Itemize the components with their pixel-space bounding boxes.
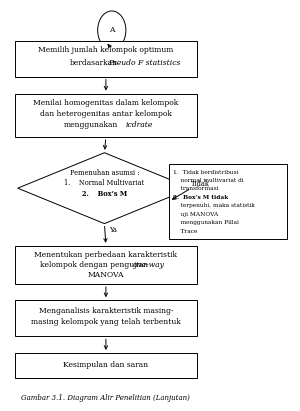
Text: Gambar 3.1. Diagram Alir Penelitian (Lanjutan): Gambar 3.1. Diagram Alir Penelitian (Lan…	[22, 394, 190, 402]
Text: Menentukan perbedaan karakteristik: Menentukan perbedaan karakteristik	[34, 251, 177, 259]
Text: Memilih jumlah kelompok optimum: Memilih jumlah kelompok optimum	[38, 46, 174, 54]
Text: 2.  Box’s M tidak: 2. Box’s M tidak	[172, 195, 228, 200]
Text: Ya: Ya	[109, 226, 117, 234]
Text: Pemenuhan asumsi :: Pemenuhan asumsi :	[70, 169, 139, 177]
Text: Kesimpulan dan saran: Kesimpulan dan saran	[63, 361, 148, 369]
Text: one-way: one-way	[133, 261, 164, 268]
Text: 1.    Normal Multivariat: 1. Normal Multivariat	[64, 178, 145, 187]
Text: masing kelompok yang telah terbentuk: masing kelompok yang telah terbentuk	[31, 318, 181, 326]
Text: dan heterogenitas antar kelompok: dan heterogenitas antar kelompok	[40, 110, 172, 118]
FancyBboxPatch shape	[15, 300, 197, 336]
Text: icdrate: icdrate	[126, 120, 153, 129]
FancyBboxPatch shape	[15, 353, 197, 378]
Text: transformasi: transformasi	[172, 187, 218, 192]
Text: A: A	[109, 26, 115, 34]
Text: Pseudo F statistics: Pseudo F statistics	[108, 59, 180, 67]
Text: Trace: Trace	[172, 229, 197, 234]
Text: normal multivariat di: normal multivariat di	[172, 178, 243, 183]
Text: kelompok dengan pengujian: kelompok dengan pengujian	[40, 261, 148, 268]
Text: 1.  Tidak berdistribusi: 1. Tidak berdistribusi	[172, 170, 238, 175]
Text: menggunakan Pillai: menggunakan Pillai	[172, 220, 239, 225]
FancyBboxPatch shape	[15, 246, 197, 284]
FancyBboxPatch shape	[15, 41, 197, 76]
Text: menggunakan: menggunakan	[64, 120, 118, 129]
Text: uji MANOVA: uji MANOVA	[172, 212, 218, 217]
FancyBboxPatch shape	[169, 164, 287, 238]
Polygon shape	[18, 153, 191, 224]
Text: Menilai homogenitas dalam kelompok: Menilai homogenitas dalam kelompok	[33, 99, 178, 107]
Text: Menganalisis karakteristik masing-: Menganalisis karakteristik masing-	[39, 307, 173, 315]
Text: 2.    Box’s M: 2. Box’s M	[82, 190, 127, 198]
Text: berdasarkan: berdasarkan	[70, 59, 118, 67]
Text: Tidak: Tidak	[191, 180, 210, 188]
Text: MANOVA: MANOVA	[88, 271, 124, 279]
FancyBboxPatch shape	[15, 94, 197, 137]
Text: terpenuhi, maka statistik: terpenuhi, maka statistik	[172, 203, 254, 208]
